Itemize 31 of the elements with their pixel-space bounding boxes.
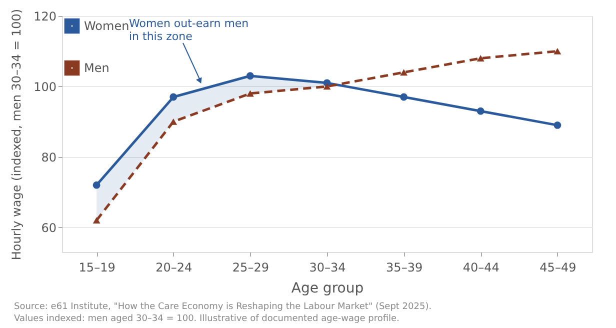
text: Values indexed: men aged 30–34 = 100. Illustrative of documented age-wage profile. — [14, 314, 400, 324]
x-tick-label: 15–19 — [78, 260, 116, 274]
x-tick-label: 20–24 — [156, 260, 192, 274]
x-tick-label: 25–29 — [232, 260, 269, 274]
point — [554, 48, 562, 54]
legend-label: Women — [84, 19, 130, 33]
point — [400, 69, 408, 76]
point — [246, 90, 254, 97]
point — [170, 93, 178, 101]
y-tick-label: 120 — [34, 10, 56, 24]
y-tick-label: 80 — [41, 150, 56, 164]
source-note: Source: e61 Institute, "How the Care Economy is Reshaping the Labour Market" (Sept 2025). — [14, 302, 432, 312]
point — [92, 181, 100, 189]
x-axis-title: Age group — [291, 280, 364, 296]
x-tick-label: 35–39 — [386, 260, 423, 274]
point — [170, 118, 178, 125]
point — [246, 72, 254, 80]
y-axis-title: Hourly wage (indexed, men 30–34 = 100) — [10, 8, 24, 260]
y-tick-label: 100 — [34, 80, 56, 94]
legend-label: Men — [84, 61, 110, 75]
x-tick-label: 30–34 — [309, 260, 346, 274]
point — [323, 83, 331, 90]
point — [476, 55, 484, 62]
y-tick-label: 60 — [41, 220, 56, 235]
point — [400, 93, 408, 101]
annotation: Women out-earn men in this zone — [129, 17, 249, 43]
x-tick-label: 45–49 — [540, 260, 576, 274]
x-tick-label: 40–44 — [462, 260, 500, 274]
point — [554, 121, 562, 129]
point — [92, 217, 100, 224]
point — [476, 107, 484, 115]
